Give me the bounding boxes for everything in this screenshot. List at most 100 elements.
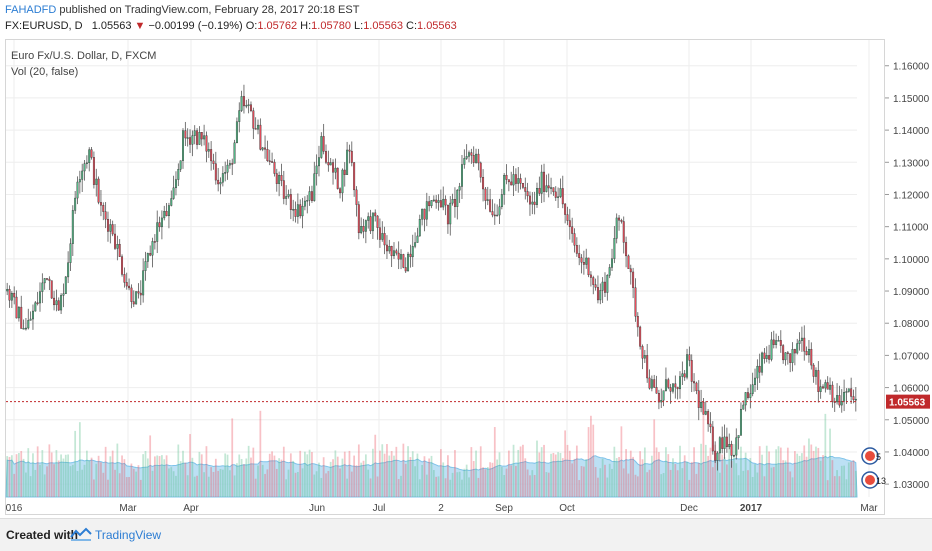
y-tick-label: 1.13000 [893,158,930,169]
candle-body [428,201,431,207]
candle-body [179,160,182,170]
price-chart[interactable]: 1.16000 1.15000 1.14000 1.13000 1.12000 1.110… [0,0,932,518]
volume-bar [376,476,379,497]
volume-bar [268,453,271,497]
volume-bar [475,450,477,497]
volume-bar [587,427,590,497]
volume-bar [733,444,735,497]
candle-body [805,351,808,356]
candle-body [768,355,771,360]
candle-body [507,179,510,183]
y-tick-label: 1.05000 [893,416,930,427]
y-tick-label: 1.15000 [893,94,930,105]
volume-bar [491,462,494,497]
x-tick-label: Apr [183,503,199,514]
candle-body [653,379,656,388]
volume-bar [238,454,241,497]
candle-body [146,253,149,262]
last-price-tag-label: 1.05563 [889,398,926,409]
volume-bar [500,466,503,497]
candle-body [803,337,806,352]
candle-body [421,208,424,220]
volume-bar [547,472,550,497]
created-with-label: Created with [6,528,79,542]
candle-body [540,171,543,194]
candle-body [742,404,745,410]
candle-body [475,153,478,163]
candle-body [409,253,412,258]
volume-bar [318,462,320,497]
volume-bar [172,471,175,497]
volume-bar [571,463,574,497]
x-tick-label: Oct [559,503,575,514]
candle-body [554,191,557,198]
candle-body [121,256,124,275]
x-tick-label: 2 [438,503,444,514]
candle-body [334,167,337,173]
volume-bar [510,465,513,497]
candle-body [793,349,796,354]
close-value: 1.05563 [417,20,457,32]
author-link[interactable]: FAHADFD [5,4,57,16]
candle-body [238,110,241,122]
volume-bar [695,473,698,497]
candle-body [636,316,639,328]
tradingview-link[interactable]: TradingView [95,528,162,542]
volume-bar [758,446,761,497]
volume-bar [161,455,163,497]
volume-bar [477,477,480,497]
candle-body [13,293,16,298]
candle-body [107,219,109,232]
volume-bar [287,469,290,497]
volume-bar [482,467,484,497]
volume-bar [627,473,630,497]
candle-body [458,186,461,191]
volume-bar [503,474,506,497]
candle-body [88,149,91,164]
volume-bar [229,470,231,497]
candle-body [479,162,482,178]
volume-bar [282,446,285,497]
volume-bar [193,476,196,497]
volume-bar [524,458,527,497]
volume-bar [505,468,508,497]
volume-bar [219,469,222,497]
volume-bar [512,444,515,497]
volume-bar [386,444,388,497]
candle-body [643,355,646,359]
candle-body [650,379,653,389]
low-value: 1.05563 [363,20,403,32]
candle-body [704,411,707,415]
volume-bar [470,447,473,497]
candle-body [378,227,381,240]
volume-bar [636,476,639,497]
volume-bar [367,469,370,497]
volume-bar [350,471,353,497]
volume-bar [292,460,295,497]
candle-body [6,288,9,292]
candle-body [17,306,20,319]
volume-bar [336,456,339,497]
candle-body [625,242,628,257]
tradingview-logo-icon[interactable] [70,526,92,542]
candle-body [531,201,534,205]
candle-body [329,162,332,166]
volume-bar [184,462,187,497]
chart-frame[interactable] [5,39,885,515]
volume-bar [463,468,466,497]
candle-body [306,200,309,202]
candle-body [836,395,839,403]
candle-body [362,226,365,232]
open-value: 1.05762 [257,20,298,32]
volume-bar [74,430,77,497]
volume-bar [702,412,705,497]
volume-bar [566,444,569,497]
volume-bar [57,460,60,497]
candle-body [418,219,421,237]
candle-body [287,194,290,197]
volume-bar [599,468,602,497]
volume-bar [191,457,194,497]
candle-body [132,301,135,305]
volume-bar [669,469,672,497]
candle-body [571,226,574,234]
